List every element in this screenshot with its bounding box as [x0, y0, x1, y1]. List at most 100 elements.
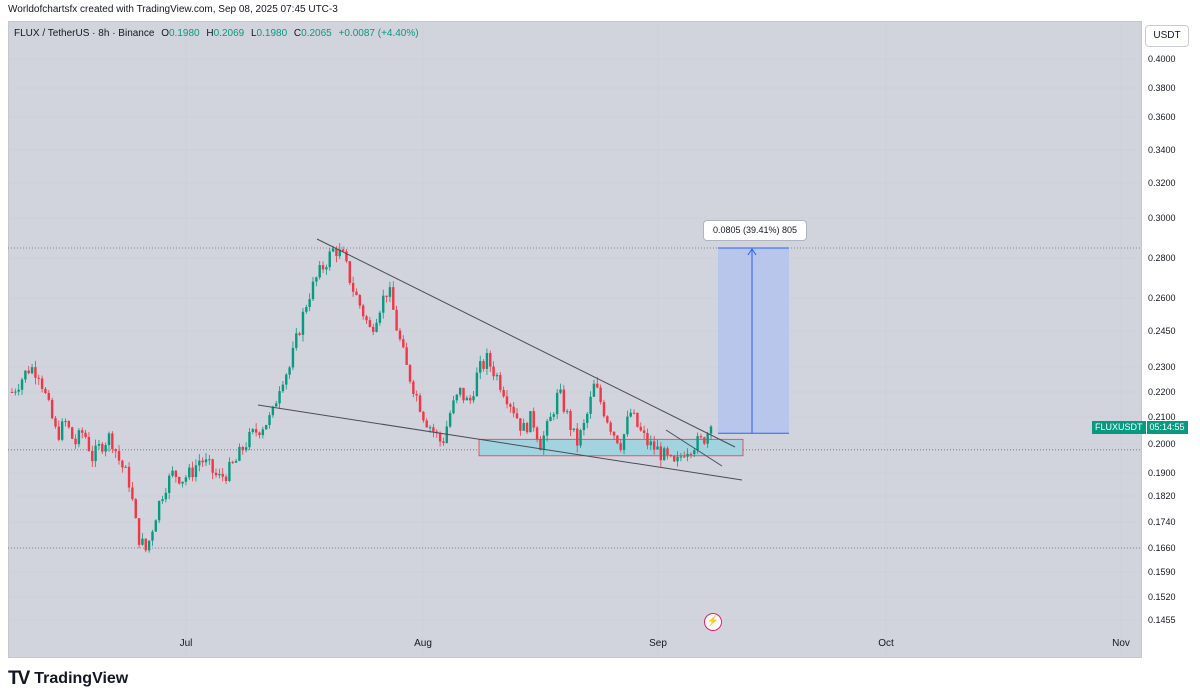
candle-body [221, 473, 224, 477]
candle [178, 476, 181, 485]
candle-body [382, 295, 385, 313]
candle [358, 294, 362, 309]
flash-icon[interactable]: ⚡ [704, 613, 722, 631]
candle [629, 408, 632, 418]
candle [74, 434, 77, 449]
candle [64, 418, 67, 427]
candle-body [659, 446, 663, 461]
candle [659, 442, 663, 467]
candle [693, 448, 696, 457]
candle-body [328, 251, 331, 268]
price-tick-label: 0.1820 [1148, 491, 1176, 501]
candle-body [325, 267, 328, 270]
candle-body [709, 426, 713, 434]
candle [673, 455, 676, 463]
tv-logo-mark-icon: TV [8, 668, 30, 689]
candle-body [562, 389, 566, 412]
candle-body [616, 435, 619, 444]
candle [198, 454, 201, 472]
candle [552, 412, 556, 421]
candle-body [27, 370, 30, 374]
candle-body [425, 420, 428, 428]
candle-body [388, 287, 392, 297]
candle-body [20, 379, 24, 390]
candle-body [683, 456, 686, 458]
candle-body [34, 367, 37, 378]
candle-body [47, 392, 50, 400]
candle [84, 429, 87, 439]
price-tick-label: 0.3600 [1148, 112, 1176, 122]
candle [164, 488, 168, 503]
candle [181, 481, 184, 488]
candle [27, 366, 30, 375]
candle [30, 363, 34, 375]
candle [385, 295, 388, 303]
candle [134, 497, 137, 519]
candles [10, 243, 713, 553]
candle-body [689, 453, 693, 455]
last-price-badge: FLUXUSDT 05:14:55 [1092, 421, 1188, 434]
candle [144, 538, 147, 553]
candle [422, 410, 425, 423]
candle-body [649, 441, 652, 446]
candle [462, 387, 465, 404]
candle-body [315, 277, 318, 282]
candle-body [458, 387, 462, 395]
candle [388, 281, 392, 302]
candle [532, 407, 535, 432]
candle [495, 372, 499, 381]
time-axis: Jul Aug Sep Oct Nov [180, 638, 1130, 649]
open-value: 0.1980 [169, 28, 200, 39]
candle-body [545, 421, 549, 436]
candle-body [254, 429, 258, 433]
candle-body [91, 450, 94, 462]
high-value: 0.2069 [213, 28, 245, 39]
measure-box [718, 247, 789, 434]
candle [251, 427, 255, 435]
close-value: 0.2065 [301, 28, 332, 39]
candle-body [141, 538, 144, 545]
candle-body [114, 449, 117, 452]
candle [412, 379, 415, 398]
candle-body [268, 415, 271, 426]
candle [137, 518, 141, 549]
candle [626, 410, 629, 437]
candle [271, 405, 275, 418]
chart-panel[interactable] [8, 21, 1142, 658]
candle [328, 247, 331, 271]
candle-body [375, 322, 378, 332]
candle-body [134, 499, 137, 519]
currency-button[interactable]: USDT [1145, 25, 1189, 47]
candle [97, 439, 101, 450]
candle-body [686, 453, 689, 457]
candle-body [244, 447, 248, 451]
candle [188, 464, 191, 481]
candle [522, 418, 525, 431]
candle-body [228, 461, 231, 481]
candle-body [358, 295, 362, 306]
candle-body [475, 372, 479, 397]
candle-body [167, 475, 171, 493]
candle [325, 264, 328, 275]
candle [555, 388, 559, 420]
candle [572, 428, 576, 433]
candle [81, 427, 84, 439]
candle [234, 458, 238, 463]
candle [37, 374, 40, 385]
candle-body [84, 432, 87, 437]
candle-body [535, 427, 539, 440]
price-tick-label: 0.1590 [1148, 567, 1176, 577]
candle-body [703, 437, 706, 444]
candle-body [532, 411, 535, 428]
price-tick-label: 0.3000 [1148, 213, 1176, 223]
candle [321, 261, 325, 274]
candle [295, 327, 298, 351]
candle [438, 431, 442, 447]
candle-body [275, 403, 278, 407]
candle [94, 439, 97, 467]
candle [435, 429, 438, 438]
candle-body [308, 299, 311, 308]
candle [208, 454, 211, 465]
candle [154, 519, 158, 532]
